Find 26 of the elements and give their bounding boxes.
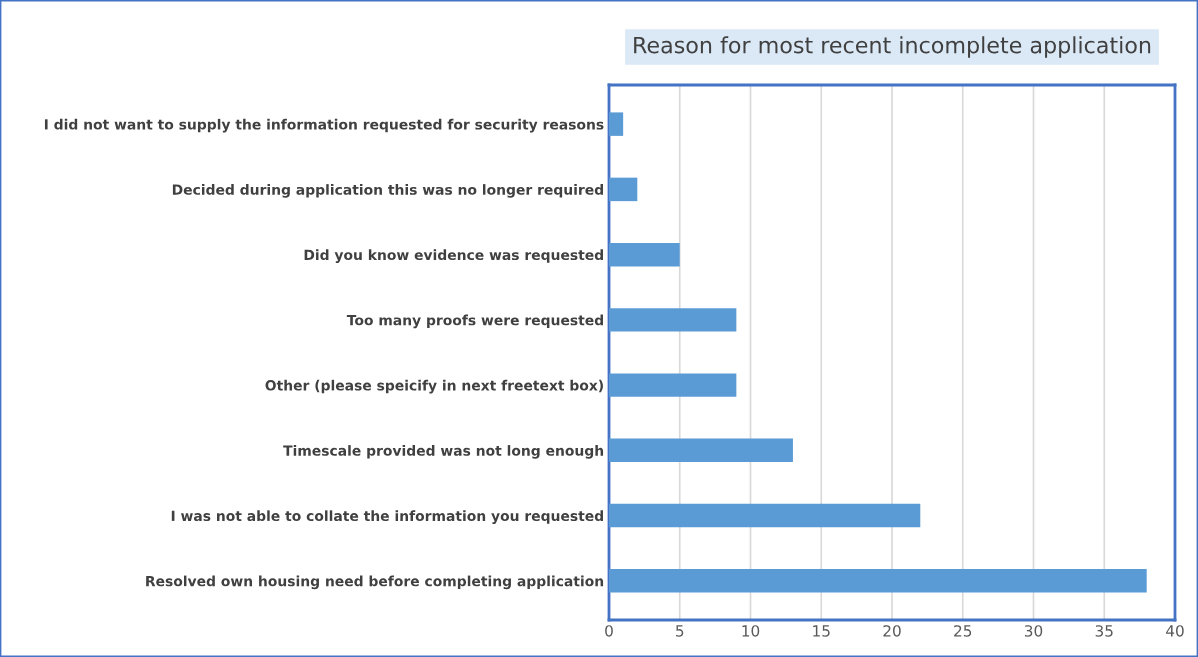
bar xyxy=(609,503,921,528)
bar xyxy=(609,177,638,202)
bar xyxy=(609,242,680,267)
x-tick-label: 0 xyxy=(605,625,613,637)
y-tick-label: Did you know evidence was requested xyxy=(304,249,603,263)
y-tick-label: Resolved own housing need before completing application xyxy=(146,575,604,590)
x-tick-label: 30 xyxy=(1024,625,1043,637)
chart-title: Reason for most recent incomplete application xyxy=(634,36,1151,58)
y-tick-label: Timescale provided was not long enough xyxy=(283,445,604,459)
bar xyxy=(609,569,1147,593)
x-tick-label: 35 xyxy=(1095,625,1113,637)
x-tick-label: 15 xyxy=(813,625,830,637)
bar xyxy=(609,112,624,136)
bar xyxy=(609,438,793,463)
x-tick-label: 20 xyxy=(883,625,901,637)
y-tick-label: Other (please speicify in next freetext box) xyxy=(265,379,603,394)
bar xyxy=(609,308,737,332)
x-tick-label: 5 xyxy=(676,625,684,637)
bar xyxy=(609,373,737,397)
y-tick-label: Too many proofs were requested xyxy=(346,314,603,329)
y-tick-label: I did not want to supply the information requested for security reasons xyxy=(44,118,604,133)
y-tick-label: Decided during application this was no longer required xyxy=(172,184,603,198)
x-tick-label: 40 xyxy=(1166,625,1184,637)
y-tick-label: I was not able to collate the information you requested xyxy=(171,510,603,524)
x-tick-label: 25 xyxy=(954,625,972,637)
x-tick-label: 10 xyxy=(742,625,760,637)
